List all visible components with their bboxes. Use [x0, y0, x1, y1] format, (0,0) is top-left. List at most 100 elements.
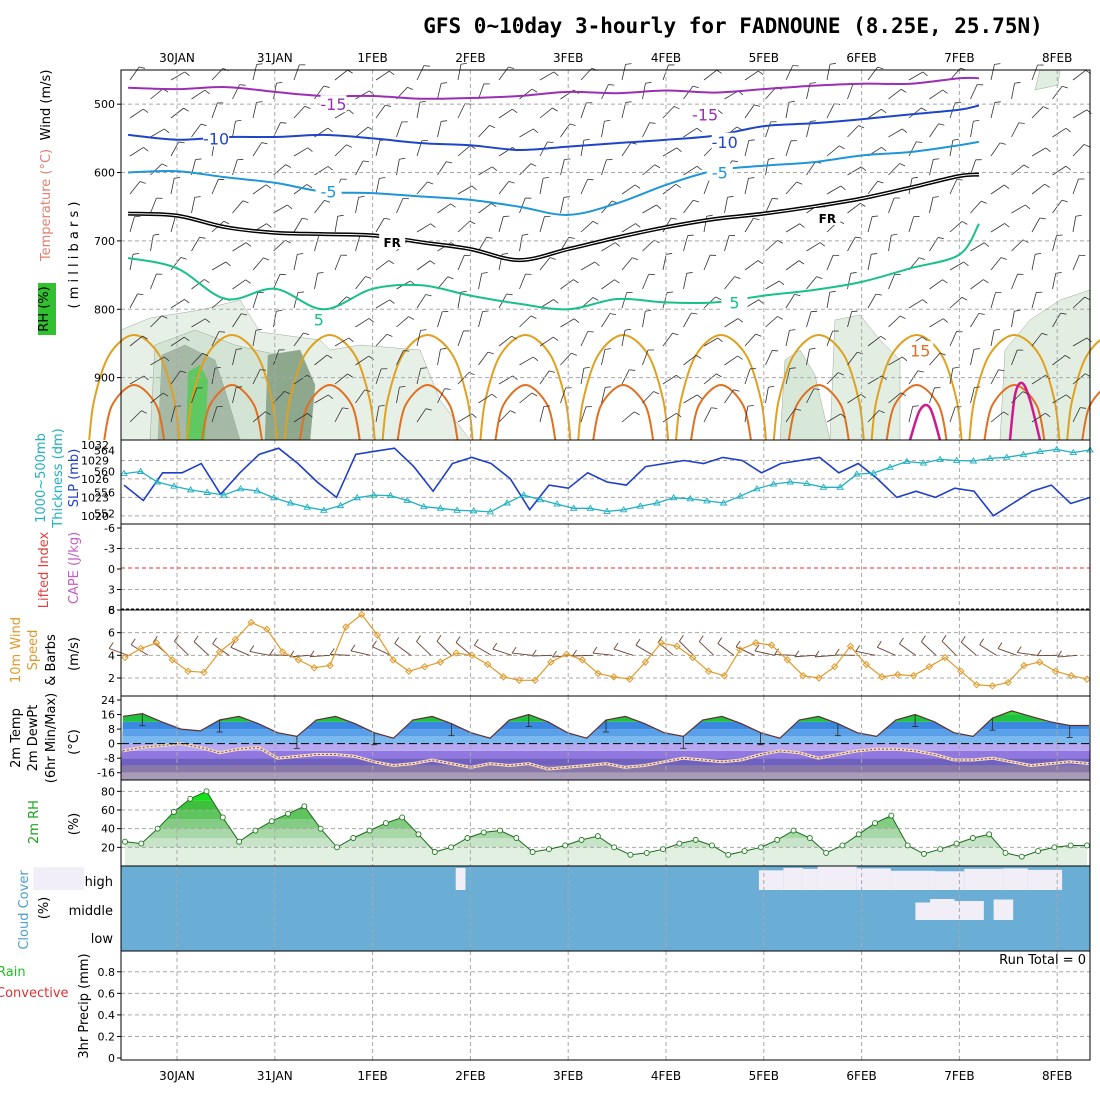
upper-wind-barb-flag — [1014, 309, 1021, 312]
rh-color-band — [125, 847, 1087, 866]
wind10m-speed-point — [641, 658, 650, 666]
upper-wind-barb-flag — [553, 336, 559, 341]
wind10m-barb — [698, 641, 715, 656]
upper-wind-barb-flag — [255, 328, 262, 331]
upper-wind-barb — [1031, 217, 1041, 233]
upper-wind-barb-flag — [259, 369, 267, 371]
upper-wind-barb — [601, 242, 616, 252]
upper-wind-barb — [929, 237, 939, 252]
upper-wind-barb — [621, 292, 628, 309]
panel-side-labels: RH (%) Temperature (°C) Wind (m/s) ( m i l … — [0, 70, 92, 1059]
bottom-date-label: 31JAN — [257, 1069, 293, 1083]
upper-wind-barb-flag — [911, 176, 918, 179]
upper-wind-barb-flag — [952, 366, 959, 369]
rh2m-point — [741, 848, 748, 855]
upper-wind-barb — [355, 197, 359, 214]
wind10m-barb — [1057, 654, 1078, 658]
upper-wind-barb — [683, 165, 698, 176]
upper-wind-barb — [498, 335, 512, 347]
upper-wind-barb-flag — [481, 272, 488, 274]
upper-wind-barb-flag — [285, 164, 292, 168]
upper-wind-barb — [1011, 83, 1015, 100]
upper-wind-barb — [703, 255, 711, 271]
upper-wind-barb — [211, 179, 219, 195]
upper-wind-barb — [1011, 164, 1025, 176]
upper-wind-barb-flag — [141, 410, 147, 414]
rh2m-point — [1051, 844, 1058, 851]
upper-wind-barb — [129, 410, 142, 423]
upper-wind-barb — [170, 141, 180, 157]
upper-wind-barb — [847, 311, 853, 328]
upper-wind-barb — [232, 349, 237, 366]
tick-label: 0 — [108, 563, 115, 576]
upper-wind-barb — [949, 261, 965, 271]
upper-wind-barb-flag — [592, 297, 599, 301]
top-date-labels: 30JAN 31JAN 1FEB 2FEB 3FEB 4FEB 5FEB 6FEB 7FEB 8F… — [159, 51, 1072, 65]
bottom-date-labels: 30JAN 31JAN 1FEB 2FEB 3FEB 4FEB 5FEB 6FEB 7FEB 8F… — [159, 1069, 1072, 1083]
upper-wind-barb-flag — [891, 233, 898, 236]
humidity-peak-area — [186, 365, 208, 440]
wind10m-speed-point — [137, 644, 145, 653]
upper-wind-barb-flag — [809, 347, 816, 350]
upper-wind-barb-flag — [365, 276, 372, 279]
upper-wind-barb-flag — [284, 390, 291, 395]
rh2m-point — [709, 842, 715, 849]
upper-wind-barb — [826, 185, 842, 195]
upper-wind-barb-flag — [877, 180, 884, 184]
upper-wind-barb-flag — [408, 316, 415, 320]
thickness-point — [486, 508, 495, 515]
wind10m-barb-flag — [698, 635, 704, 642]
wind10m-speed-point — [767, 641, 776, 649]
upper-wind-barb — [375, 178, 380, 195]
cloud-segment — [930, 899, 955, 920]
upper-wind-barb-flag — [425, 294, 432, 297]
side-label: 10m Wind — [9, 617, 24, 683]
upper-wind-barb-flag — [629, 369, 636, 371]
upper-wind-barb — [519, 356, 534, 366]
warm-contour-10 — [870, 333, 963, 441]
upper-wind-barb-flag — [942, 279, 948, 284]
rh2m-point — [757, 844, 764, 851]
wind10m-barb-flag — [174, 634, 179, 642]
upper-wind-barb — [949, 140, 954, 157]
upper-wind-barb-flag — [1045, 412, 1051, 418]
upper-wind-barb-flag — [796, 181, 803, 185]
upper-wind-barb-flag — [881, 108, 887, 114]
upper-wind-barb — [170, 178, 175, 195]
upper-wind-barb-flag — [446, 161, 453, 164]
upper-wind-barb — [293, 105, 306, 119]
tick-label: 8 — [108, 723, 115, 736]
upper-wind-barb — [580, 331, 589, 347]
upper-wind-barb — [621, 102, 627, 119]
upper-wind-barb-flag — [164, 128, 170, 134]
rh2m-point — [643, 849, 650, 856]
upper-wind-barb — [621, 411, 635, 423]
upper-wind-barb — [191, 237, 200, 252]
precip-ticks: 0.8 0.6 0.4 0.2 0 — [98, 966, 121, 1065]
upper-wind-barb — [150, 88, 164, 100]
upper-wind-barb-flag — [670, 217, 677, 220]
upper-wind-barb — [744, 218, 754, 233]
upper-wind-barb-flag — [358, 195, 365, 198]
upper-wind-barb-flag — [794, 294, 801, 297]
upper-wind-barb — [416, 102, 421, 119]
upper-wind-barb — [908, 141, 917, 157]
wind10m-barb-flag — [193, 635, 199, 643]
warm-contour-10 — [1066, 339, 1100, 441]
upper-wind-barb-flag — [285, 239, 291, 244]
upper-wind-barb — [970, 84, 978, 100]
upper-wind-barb-flag — [654, 164, 661, 169]
upper-wind-barb-flag — [403, 350, 410, 352]
upper-wind-barb — [334, 373, 348, 385]
upper-wind-barb — [765, 280, 780, 290]
side-label: Speed — [26, 630, 41, 671]
wind10m-barb-flag — [492, 642, 498, 650]
upper-wind-barb — [867, 410, 880, 423]
upper-wind-barb — [785, 408, 796, 423]
tick-label: 800 — [94, 303, 115, 316]
upper-wind-barb-flag — [715, 296, 722, 300]
thickness-point — [136, 467, 145, 474]
upper-wind-barb-flag — [672, 332, 679, 336]
upper-wind-barb-flag — [531, 392, 538, 397]
upper-wind-barb-flag — [656, 204, 662, 210]
